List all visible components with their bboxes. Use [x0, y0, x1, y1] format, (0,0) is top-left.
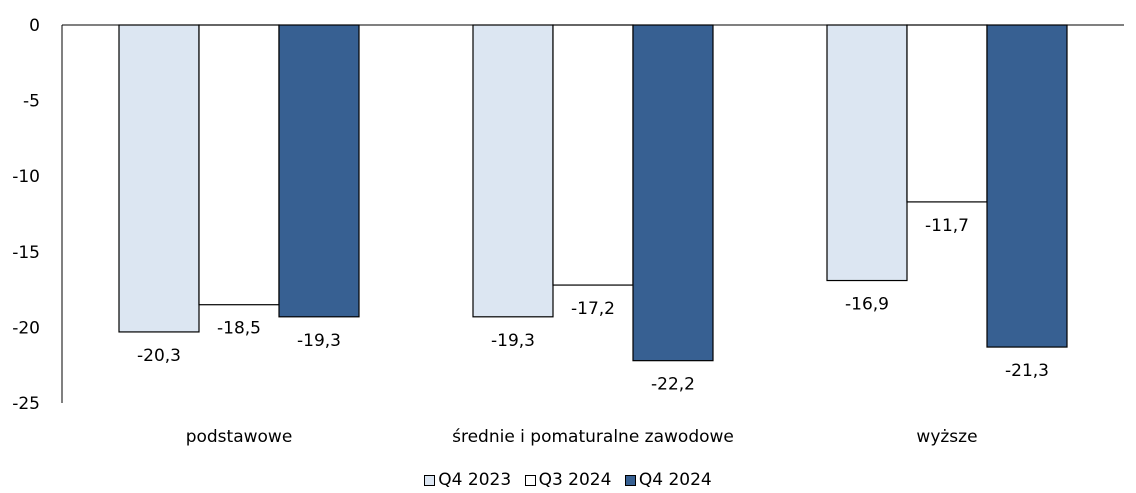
x-category-label: średnie i pomaturalne zawodowe	[452, 427, 734, 447]
bar-q4-2024-1	[632, 24, 714, 362]
bar-q4-2023-1	[472, 24, 554, 318]
x-axis-labels: podstawowe średnie i pomaturalne zawodowe…	[186, 427, 978, 447]
bar-value-label: -16,9	[845, 295, 889, 315]
bar-value-label: -17,2	[571, 299, 615, 319]
bar-value-label: -11,7	[925, 216, 969, 236]
y-tick-label: -20	[12, 318, 40, 338]
bar-q3-2024-0	[198, 24, 280, 306]
bar-q4-2024-0	[278, 24, 360, 318]
legend-swatch-q4-2024	[624, 475, 636, 486]
y-axis-ticks: 0 -5 -10 -15 -20 -25	[12, 16, 40, 414]
bar-value-label: -19,3	[297, 331, 341, 351]
bar-q4-2024-2	[986, 24, 1068, 348]
legend-item-q4-2023: Q4 2023	[424, 470, 511, 490]
bar-value-label: -19,3	[491, 331, 535, 351]
y-tick-label: -10	[12, 167, 40, 187]
y-tick-label: -25	[12, 394, 40, 414]
bars	[118, 24, 1068, 362]
bar-value-label: -20,3	[137, 346, 181, 366]
x-category-label: wyższe	[916, 427, 977, 447]
x-category-label: podstawowe	[186, 427, 293, 447]
bar-value-label: -18,5	[217, 319, 261, 339]
bar-data-labels: -20,3 -18,5 -19,3 -19,3 -17,2 -22,2 -16,9 -11,7…	[137, 216, 1049, 395]
bar-q3-2024-2	[906, 24, 988, 203]
legend-swatch-q4-2023	[424, 475, 436, 486]
bar-chart: 0 -5 -10 -15 -20 -25 -20,3 -18,5 -19,3 -19,3 -17,…	[12, 16, 1124, 447]
bar-value-label: -21,3	[1005, 361, 1049, 381]
legend-label-q3-2024: Q3 2024	[538, 470, 612, 490]
legend-item-q4-2024: Q4 2024	[624, 470, 712, 490]
legend-swatch-q3-2024	[524, 475, 536, 486]
bar-q4-2023-0	[118, 24, 200, 333]
legend-label-q4-2023: Q4 2023	[438, 470, 512, 490]
bar-q4-2023-2	[826, 24, 908, 282]
y-tick-label: -15	[12, 243, 40, 263]
bar-value-label: -22,2	[651, 375, 695, 395]
y-tick-label: -5	[23, 92, 40, 112]
legend-label-q4-2024: Q4 2024	[638, 470, 712, 490]
legend-item-q3-2024: Q3 2024	[524, 470, 612, 490]
bar-q3-2024-1	[552, 24, 634, 286]
legend: Q4 2023 Q3 2024 Q4 2024	[0, 470, 1136, 490]
y-tick-label: 0	[29, 16, 40, 36]
